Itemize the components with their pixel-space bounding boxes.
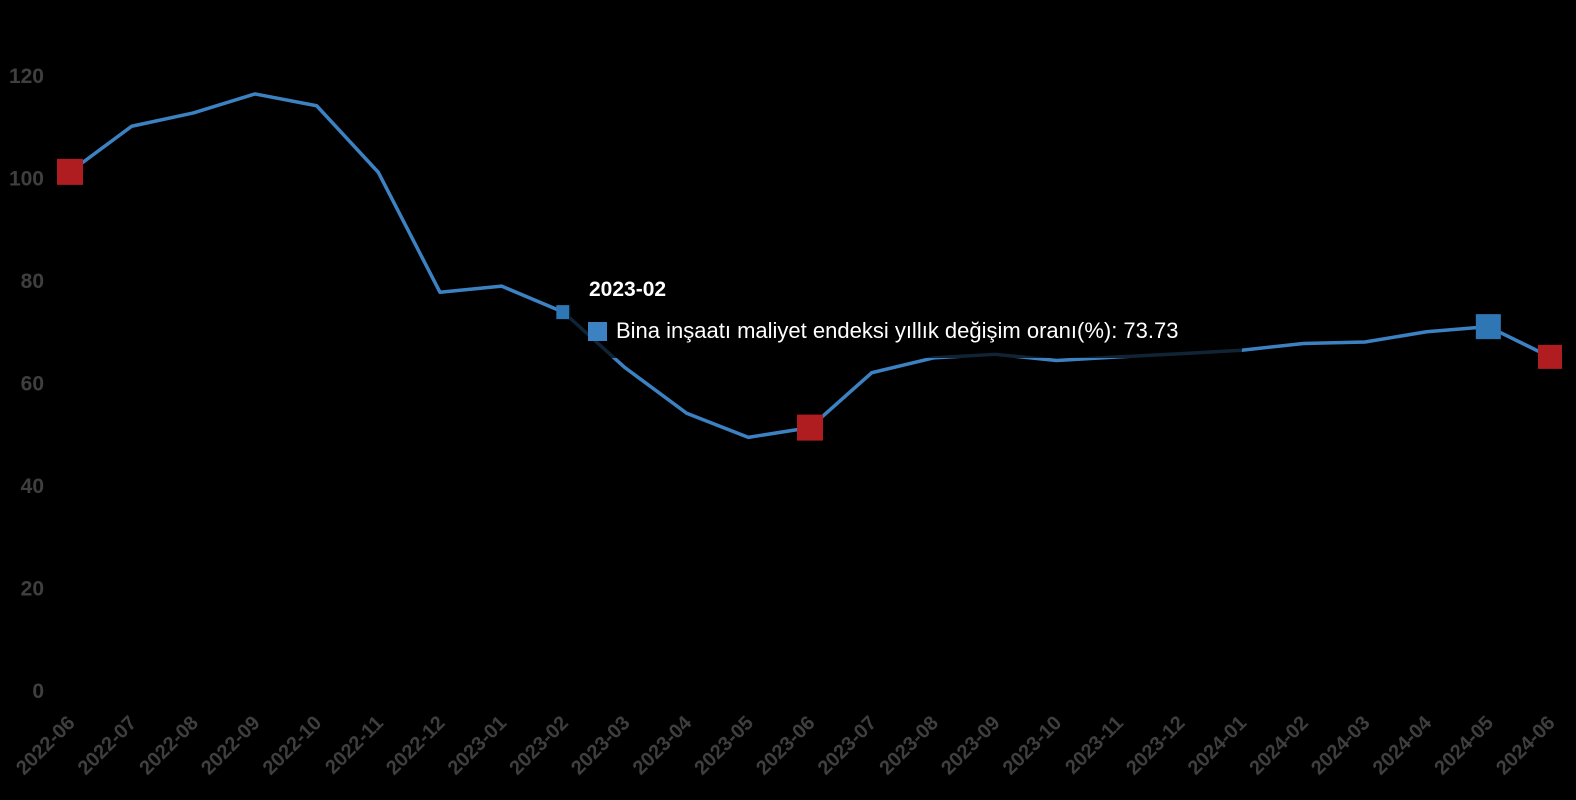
x-axis-label: 2023-09 — [937, 712, 1004, 779]
y-axis-label: 0 — [32, 680, 44, 703]
x-axis-label: 2023-03 — [567, 712, 634, 779]
y-axis-label: 120 — [9, 65, 44, 88]
x-axis-label: 2023-06 — [752, 712, 819, 779]
data-point-marker[interactable] — [1475, 314, 1501, 340]
x-axis-label: 2022-09 — [197, 712, 264, 779]
x-axis-label: 2022-12 — [382, 712, 449, 779]
x-axis-label: 2024-02 — [1245, 712, 1312, 779]
x-axis-label: 2022-07 — [74, 712, 141, 779]
data-point-marker[interactable] — [57, 158, 83, 185]
tooltip-series-text: Bina inşaatı maliyet endeksi yıllık deği… — [616, 318, 1179, 343]
series-swatch-icon — [588, 321, 607, 341]
x-axis-label: 2022-06 — [12, 712, 79, 779]
x-axis-label: 2023-10 — [999, 712, 1066, 779]
tooltip-title: 2023-02 — [589, 278, 667, 301]
x-axis-label: 2024-06 — [1492, 712, 1559, 779]
x-axis-label: 2023-05 — [690, 712, 757, 779]
x-axis-label: 2023-07 — [814, 712, 881, 779]
x-axis-label: 2022-08 — [135, 712, 202, 779]
data-point-marker[interactable] — [797, 414, 823, 441]
x-axis-label: 2024-03 — [1307, 712, 1374, 779]
data-point-marker[interactable] — [556, 305, 571, 320]
x-axis-label: 2022-11 — [321, 712, 388, 779]
tooltip: 2023-02 Bina inşaatı maliyet endeksi yıl… — [569, 266, 1242, 358]
x-axis-label: 2022-10 — [259, 712, 326, 779]
x-axis-label: 2024-04 — [1369, 711, 1437, 779]
x-axis-label: 2023-11 — [1061, 712, 1128, 779]
y-axis-label: 40 — [21, 475, 44, 498]
x-axis-label: 2023-01 — [444, 712, 511, 779]
x-axis-label: 2024-05 — [1430, 712, 1497, 779]
y-axis-label: 20 — [21, 578, 44, 601]
x-axis-label: 2023-04 — [629, 711, 697, 779]
x-axis-label: 2023-08 — [875, 712, 942, 779]
y-axis-label: 80 — [21, 270, 44, 293]
x-axis-label: 2023-02 — [505, 712, 572, 779]
data-point-marker[interactable] — [1538, 344, 1562, 369]
y-axis-label: 60 — [21, 373, 44, 396]
x-axis-label: 2024-01 — [1184, 712, 1251, 779]
y-axis-label: 100 — [9, 168, 44, 191]
tooltip-series-row: Bina inşaatı maliyet endeksi yıllık deği… — [588, 318, 1178, 344]
x-axis-label: 2023-12 — [1122, 712, 1189, 779]
